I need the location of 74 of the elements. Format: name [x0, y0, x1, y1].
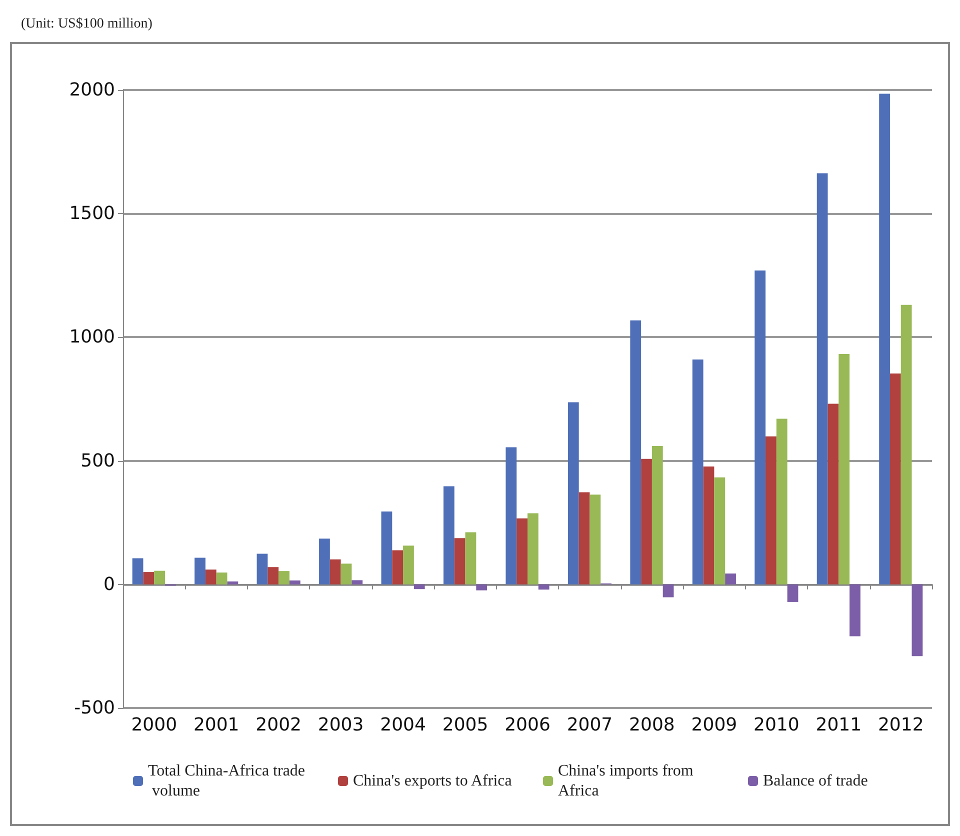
bar [227, 581, 238, 584]
bar [194, 558, 206, 584]
x-tick-label: 2001 [193, 714, 240, 736]
bar [912, 584, 923, 656]
bar [754, 270, 766, 584]
bar [641, 458, 652, 584]
bar [476, 584, 488, 590]
x-tick-label: 2000 [131, 714, 178, 736]
y-tick-label: 2000 [69, 80, 115, 100]
bar [816, 173, 828, 584]
x-tick-label: 2010 [754, 714, 800, 736]
x-tick-label: 2003 [318, 714, 364, 736]
x-tick-label: 2004 [380, 714, 426, 736]
bar [838, 354, 850, 584]
bar [590, 494, 601, 584]
bar [662, 584, 674, 598]
bar [528, 513, 538, 584]
bar [256, 554, 268, 584]
bar [454, 538, 466, 584]
bar [330, 559, 341, 584]
bar [692, 359, 704, 584]
bar [216, 572, 228, 584]
y-tick-label: 1500 [69, 203, 115, 224]
bar [900, 304, 912, 584]
bar [278, 571, 290, 584]
bar [850, 584, 860, 636]
y-tick-label: 500 [80, 450, 115, 472]
x-tick-label: 2007 [566, 714, 613, 736]
y-tick-label: 0 [104, 574, 115, 595]
bar [352, 580, 363, 584]
bar [506, 447, 517, 584]
bar [289, 580, 300, 584]
legend-label: China's exports to Africa [353, 772, 512, 790]
legend-label: Balance of trade [763, 772, 868, 790]
x-tick-label: 2012 [878, 714, 924, 736]
x-tick-label: 2011 [816, 714, 862, 736]
bar [381, 511, 392, 584]
bar [414, 584, 425, 590]
legend-label: Total China-Africa trade volume [148, 762, 306, 800]
bar [828, 404, 839, 584]
x-tick-label: 2008 [629, 714, 675, 736]
bar [568, 402, 579, 584]
bar [205, 570, 216, 584]
y-tick-label: -500 [74, 698, 115, 718]
bar [154, 570, 166, 584]
y-axis-title: (Unit: US$100 million) [21, 16, 153, 32]
bar [403, 546, 414, 584]
bar [443, 486, 454, 584]
bar [787, 584, 798, 602]
bar [516, 518, 528, 584]
bar [340, 564, 352, 584]
bar [392, 550, 404, 584]
bar [703, 466, 714, 584]
bar [319, 538, 330, 584]
bar [538, 584, 550, 590]
bar [132, 558, 144, 584]
bar [465, 532, 476, 584]
y-tick-label: 1000 [69, 326, 115, 348]
bar [578, 492, 590, 584]
bar [268, 567, 279, 584]
bar [766, 436, 776, 584]
x-tick-label: 2002 [256, 714, 302, 736]
x-tick-label: 2009 [691, 714, 738, 736]
bar [879, 94, 890, 584]
bar [630, 320, 642, 584]
bar [725, 574, 736, 584]
bar [652, 446, 663, 584]
bar [143, 572, 154, 584]
x-tick-label: 2005 [442, 714, 488, 736]
legend-label: China's imports from Africa [558, 762, 698, 800]
bar [714, 477, 726, 584]
bar [890, 374, 901, 584]
bar [776, 418, 788, 584]
x-tick-label: 2006 [504, 714, 550, 736]
